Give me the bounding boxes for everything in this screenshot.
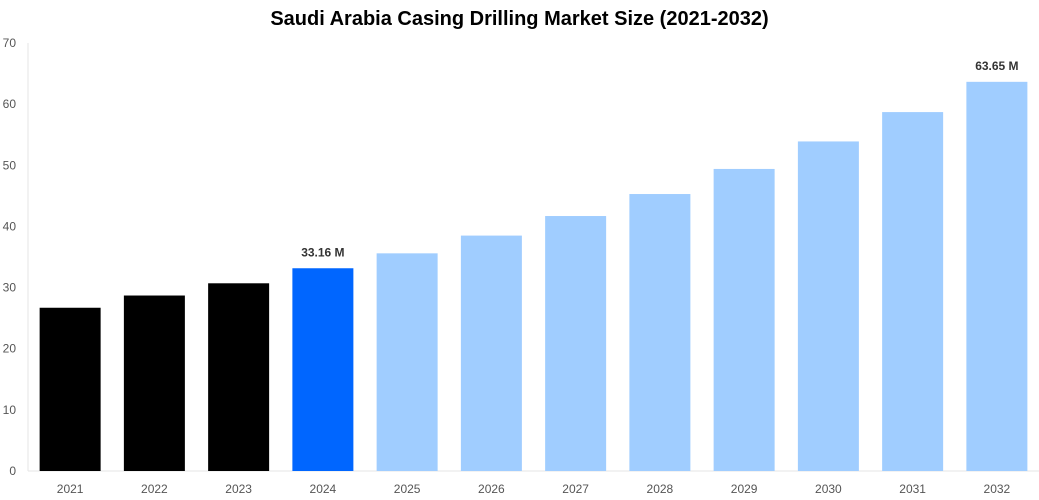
bar-2029 xyxy=(713,168,775,471)
bar-2027 xyxy=(545,216,607,471)
y-tick-label: 30 xyxy=(3,281,17,295)
x-tick-label: 2032 xyxy=(984,482,1011,496)
y-tick-label: 50 xyxy=(3,158,17,172)
y-tick-label: 20 xyxy=(3,342,17,356)
x-tick-label: 2030 xyxy=(815,482,842,496)
y-tick-label: 0 xyxy=(9,464,16,478)
bars xyxy=(39,81,1028,471)
x-tick-label: 2024 xyxy=(310,482,337,496)
bar-2022 xyxy=(123,295,185,471)
chart-title: Saudi Arabia Casing Drilling Market Size… xyxy=(270,8,769,30)
bar-2028 xyxy=(629,194,691,471)
bar-2025 xyxy=(376,253,438,471)
bar-2030 xyxy=(797,141,859,471)
y-tick-label: 70 xyxy=(3,36,17,50)
labels: 2021 2022 2023 2024 2025 2026 2027 2028 2029 2030… xyxy=(57,59,1019,496)
x-tick-label: 2028 xyxy=(647,482,674,496)
bar-2032 xyxy=(966,81,1028,471)
x-tick-label: 2021 xyxy=(57,482,84,496)
data-label-2032: 63.65 M xyxy=(975,59,1018,73)
x-tick-label: 2027 xyxy=(562,482,589,496)
bar-2023 xyxy=(208,283,270,471)
x-tick-label: 2023 xyxy=(225,482,252,496)
x-tick-label: 2026 xyxy=(478,482,505,496)
y-tick-label: 60 xyxy=(3,97,17,111)
y-tick-label: 10 xyxy=(3,403,17,417)
y-tick-label: 40 xyxy=(3,219,17,233)
x-tick-label: 2025 xyxy=(394,482,421,496)
data-label-2024: 33.16 M xyxy=(301,245,344,259)
axes: 0 10 20 30 40 50 60 70 xyxy=(3,36,1039,478)
x-tick-label: 2029 xyxy=(731,482,758,496)
bar-2024 xyxy=(292,268,354,471)
x-tick-label: 2022 xyxy=(141,482,168,496)
bar-2031 xyxy=(882,112,944,471)
bar-2021 xyxy=(39,307,101,471)
x-tick-label: 2031 xyxy=(899,482,926,496)
bar-2026 xyxy=(460,235,522,471)
